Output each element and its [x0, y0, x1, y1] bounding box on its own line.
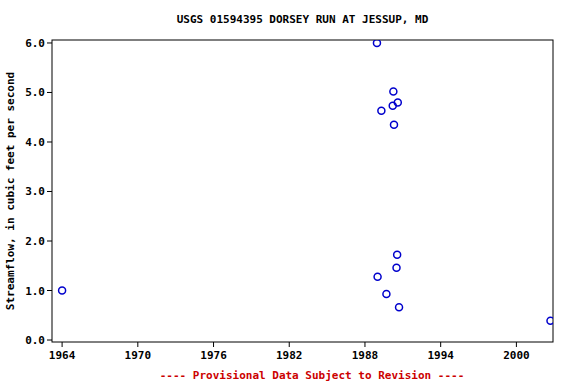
- y-tick: [47, 241, 52, 242]
- point: [374, 273, 381, 280]
- y-axis-label: Streamflow, in cubic feet per second: [4, 72, 17, 310]
- x-tick: [213, 342, 214, 347]
- footer: ---- Provisional Data Subject to Revisio…: [160, 369, 465, 382]
- x-tick: [289, 342, 290, 347]
- x-tick-label: 1994: [427, 349, 454, 362]
- x-tick-label: 1970: [125, 349, 152, 362]
- y-tick-label: 0.0: [25, 334, 45, 347]
- point: [396, 304, 403, 311]
- y-tick-label: 2.0: [25, 235, 45, 248]
- y-tick: [47, 42, 52, 43]
- x-tick: [440, 342, 441, 347]
- y-tick: [47, 340, 52, 341]
- x-tick: [516, 342, 517, 347]
- x-tick: [137, 342, 138, 347]
- point: [59, 287, 66, 294]
- x-tick-label: 1976: [200, 349, 227, 362]
- point: [547, 317, 553, 324]
- points: [59, 40, 553, 324]
- point: [394, 99, 401, 106]
- x-tick-label: 1982: [276, 349, 303, 362]
- y-tick-label: 3.0: [25, 185, 45, 198]
- point: [390, 88, 397, 95]
- x-tick: [62, 342, 63, 347]
- title: USGS 01594395 DORSEY RUN AT JESSUP, MD: [177, 13, 429, 26]
- y-tick: [47, 290, 52, 291]
- point: [390, 121, 397, 128]
- point: [383, 290, 390, 297]
- y-tick-label: 6.0: [25, 37, 45, 50]
- point: [394, 251, 401, 258]
- chart: USGS 01594395 DORSEY RUN AT JESSUP, MD St…: [0, 0, 576, 384]
- y-tick: [47, 92, 52, 93]
- y-tick-label: 4.0: [25, 136, 45, 149]
- point: [378, 107, 385, 114]
- y-tick: [47, 191, 52, 192]
- x-tick-label: 1988: [352, 349, 379, 362]
- x-tick: [364, 342, 365, 347]
- plot-frame: [52, 40, 553, 342]
- point: [373, 40, 380, 46]
- y-tick-label: 5.0: [25, 86, 45, 99]
- y-tick-label: 1.0: [25, 285, 45, 298]
- x-tick-label: 1964: [49, 349, 76, 362]
- x-tick-label: 2000: [503, 349, 530, 362]
- point: [393, 264, 400, 271]
- y-tick: [47, 141, 52, 142]
